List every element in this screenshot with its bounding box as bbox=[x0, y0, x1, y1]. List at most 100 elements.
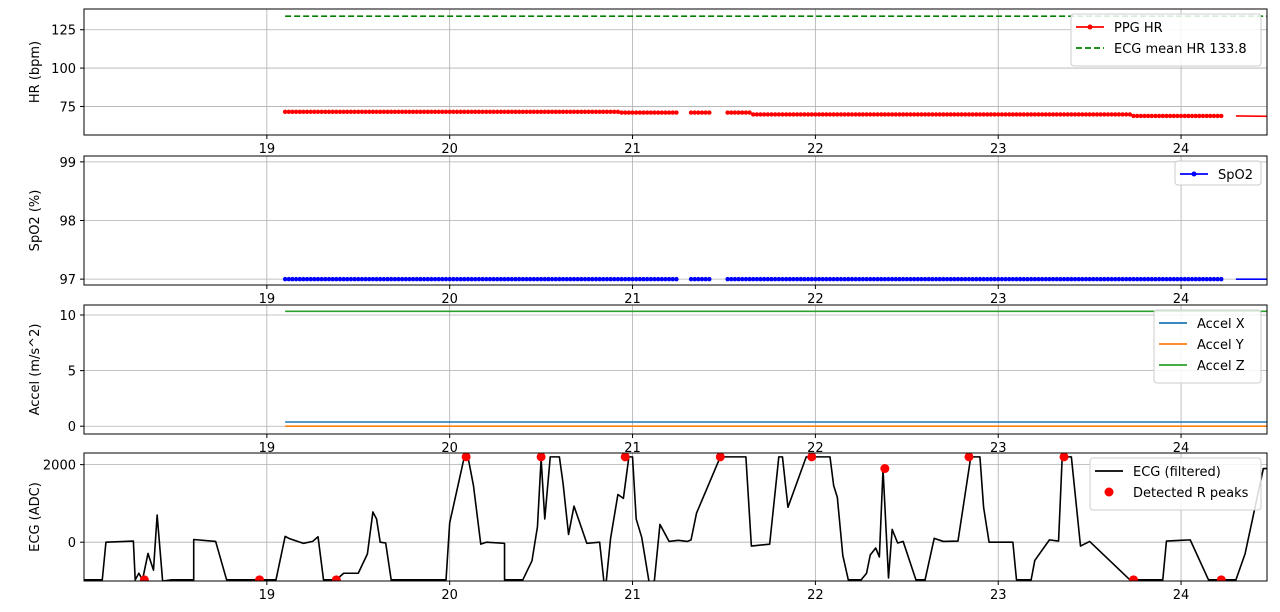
data-point bbox=[659, 110, 664, 115]
data-point bbox=[1167, 276, 1173, 282]
data-point bbox=[1014, 112, 1019, 117]
data-point bbox=[421, 276, 427, 282]
data-point bbox=[1039, 276, 1045, 282]
data-point bbox=[831, 112, 836, 117]
y-axis-label: HR (bpm) bbox=[28, 41, 43, 103]
data-point bbox=[286, 109, 291, 115]
data-point bbox=[593, 276, 599, 282]
data-point bbox=[663, 276, 668, 282]
data-point bbox=[1186, 276, 1191, 282]
data-point bbox=[553, 276, 558, 282]
data-point bbox=[849, 112, 855, 117]
data-point bbox=[520, 276, 526, 282]
r-peak-marker bbox=[461, 453, 471, 462]
data-point bbox=[926, 112, 931, 117]
x-tick-label: 21 bbox=[624, 292, 641, 307]
data-point bbox=[886, 112, 891, 117]
data-point bbox=[666, 110, 672, 115]
data-point bbox=[944, 112, 950, 117]
legend: ECG (filtered) Detected R peaks bbox=[1089, 457, 1262, 511]
data-point bbox=[1219, 276, 1224, 282]
y-tick-label: 100 bbox=[51, 62, 76, 77]
data-point bbox=[1065, 276, 1070, 282]
data-point bbox=[674, 110, 679, 115]
data-point bbox=[641, 276, 646, 282]
data-point bbox=[509, 109, 515, 115]
data-point bbox=[970, 112, 975, 117]
data-point bbox=[996, 112, 1001, 117]
data-point bbox=[992, 112, 997, 117]
data-point bbox=[1109, 112, 1114, 117]
data-point bbox=[579, 109, 584, 115]
data-point bbox=[875, 112, 880, 117]
data-point bbox=[436, 109, 441, 115]
data-point bbox=[1182, 276, 1187, 282]
plot-area bbox=[285, 310, 1267, 428]
data-point bbox=[546, 109, 551, 115]
data-point bbox=[985, 112, 990, 117]
data-point bbox=[425, 109, 430, 115]
data-point bbox=[922, 112, 928, 117]
data-point bbox=[392, 109, 398, 115]
data-point bbox=[794, 112, 800, 117]
data-point bbox=[1105, 112, 1111, 117]
data-point bbox=[348, 109, 354, 115]
data-point bbox=[732, 110, 738, 115]
plot-area bbox=[282, 15, 1267, 119]
data-point bbox=[1094, 112, 1100, 117]
data-point bbox=[743, 110, 749, 115]
legend-label: Accel Z bbox=[1197, 359, 1245, 374]
data-point bbox=[933, 112, 939, 117]
data-point bbox=[399, 109, 405, 115]
legend-box bbox=[1174, 160, 1262, 186]
y-tick-label: 97 bbox=[59, 273, 76, 288]
data-point bbox=[871, 276, 877, 282]
data-point bbox=[981, 112, 986, 117]
data-point bbox=[425, 276, 430, 282]
data-point bbox=[1036, 112, 1041, 117]
x-tick-label: 22 bbox=[807, 441, 824, 456]
data-point bbox=[805, 112, 811, 117]
y-axis-label: ECG (ADC) bbox=[28, 482, 43, 552]
x-tick-label: 20 bbox=[441, 588, 458, 603]
data-point bbox=[966, 276, 972, 282]
data-point bbox=[538, 109, 544, 115]
data-point bbox=[443, 109, 449, 115]
data-point bbox=[579, 276, 584, 282]
data-point bbox=[385, 276, 390, 282]
data-point bbox=[703, 276, 708, 282]
data-point bbox=[480, 109, 485, 115]
data-point bbox=[568, 109, 573, 115]
data-point bbox=[623, 110, 628, 115]
data-point bbox=[1145, 276, 1151, 282]
data-point bbox=[1003, 276, 1008, 282]
data-point bbox=[1219, 113, 1224, 119]
data-point bbox=[527, 276, 533, 282]
data-point bbox=[1006, 276, 1012, 282]
data-point bbox=[699, 276, 705, 282]
data-point bbox=[604, 276, 610, 282]
data-point bbox=[1050, 112, 1056, 117]
data-point bbox=[904, 276, 909, 282]
data-point bbox=[491, 109, 496, 115]
axes-frame bbox=[83, 452, 1268, 582]
data-point bbox=[780, 112, 785, 117]
legend-dot bbox=[1087, 24, 1093, 30]
r-peak-marker bbox=[1129, 575, 1139, 581]
data-point bbox=[966, 112, 972, 117]
y-tick-label: 125 bbox=[51, 24, 76, 39]
data-point bbox=[648, 276, 654, 282]
data-point bbox=[977, 276, 983, 282]
data-point bbox=[429, 276, 434, 282]
legend-entry: ECG (filtered) bbox=[1095, 465, 1221, 480]
data-point bbox=[831, 276, 836, 282]
data-point bbox=[601, 276, 606, 282]
data-point bbox=[1098, 112, 1103, 117]
data-point bbox=[312, 109, 317, 115]
data-point bbox=[553, 109, 558, 115]
data-point bbox=[1036, 276, 1041, 282]
data-point bbox=[751, 276, 756, 282]
data-point bbox=[1006, 112, 1012, 117]
data-point bbox=[337, 109, 343, 115]
